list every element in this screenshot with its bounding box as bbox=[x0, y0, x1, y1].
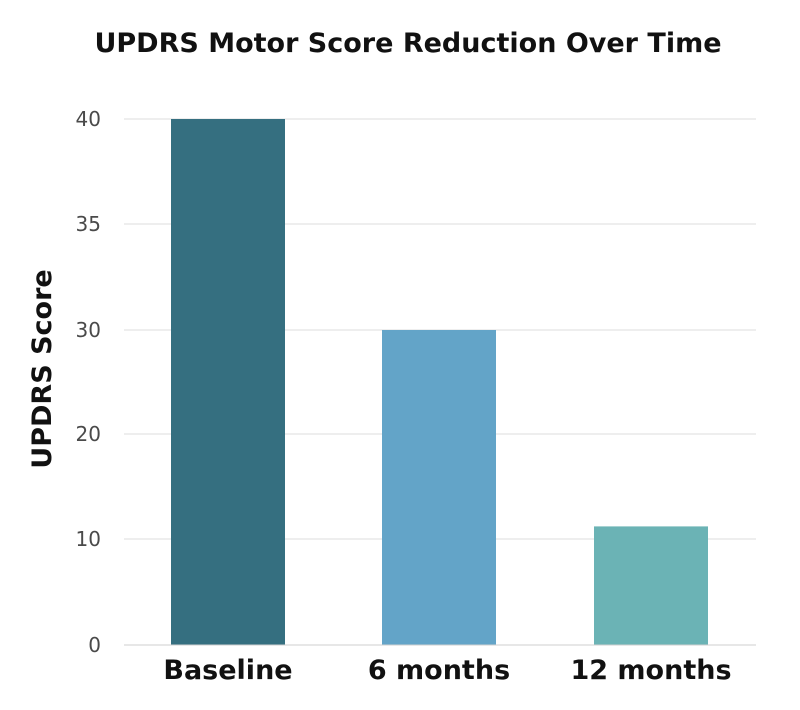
y-tick-label: 0 bbox=[88, 633, 101, 657]
x-tick-labels: Baseline 6 months 12 months bbox=[163, 655, 731, 686]
y-tick-label: 10 bbox=[76, 527, 101, 551]
x-tick-label: 6 months bbox=[368, 655, 510, 686]
y-tick-label: 40 bbox=[76, 107, 101, 131]
x-tick-label: Baseline bbox=[163, 655, 292, 686]
y-tick-label: 35 bbox=[76, 212, 101, 236]
bar-12-months bbox=[594, 526, 708, 645]
bar-6-months bbox=[382, 330, 496, 645]
y-tick-label: 30 bbox=[76, 318, 101, 342]
chart-title: UPDRS Motor Score Reduction Over Time bbox=[94, 28, 721, 59]
y-axis-label: UPDRS Score bbox=[27, 269, 58, 468]
x-tick-label: 12 months bbox=[570, 655, 731, 686]
bars bbox=[171, 119, 708, 645]
bar-baseline bbox=[171, 119, 285, 645]
y-tick-labels: 0 10 20 30 35 40 bbox=[76, 107, 101, 657]
y-tick-label: 20 bbox=[76, 422, 101, 446]
